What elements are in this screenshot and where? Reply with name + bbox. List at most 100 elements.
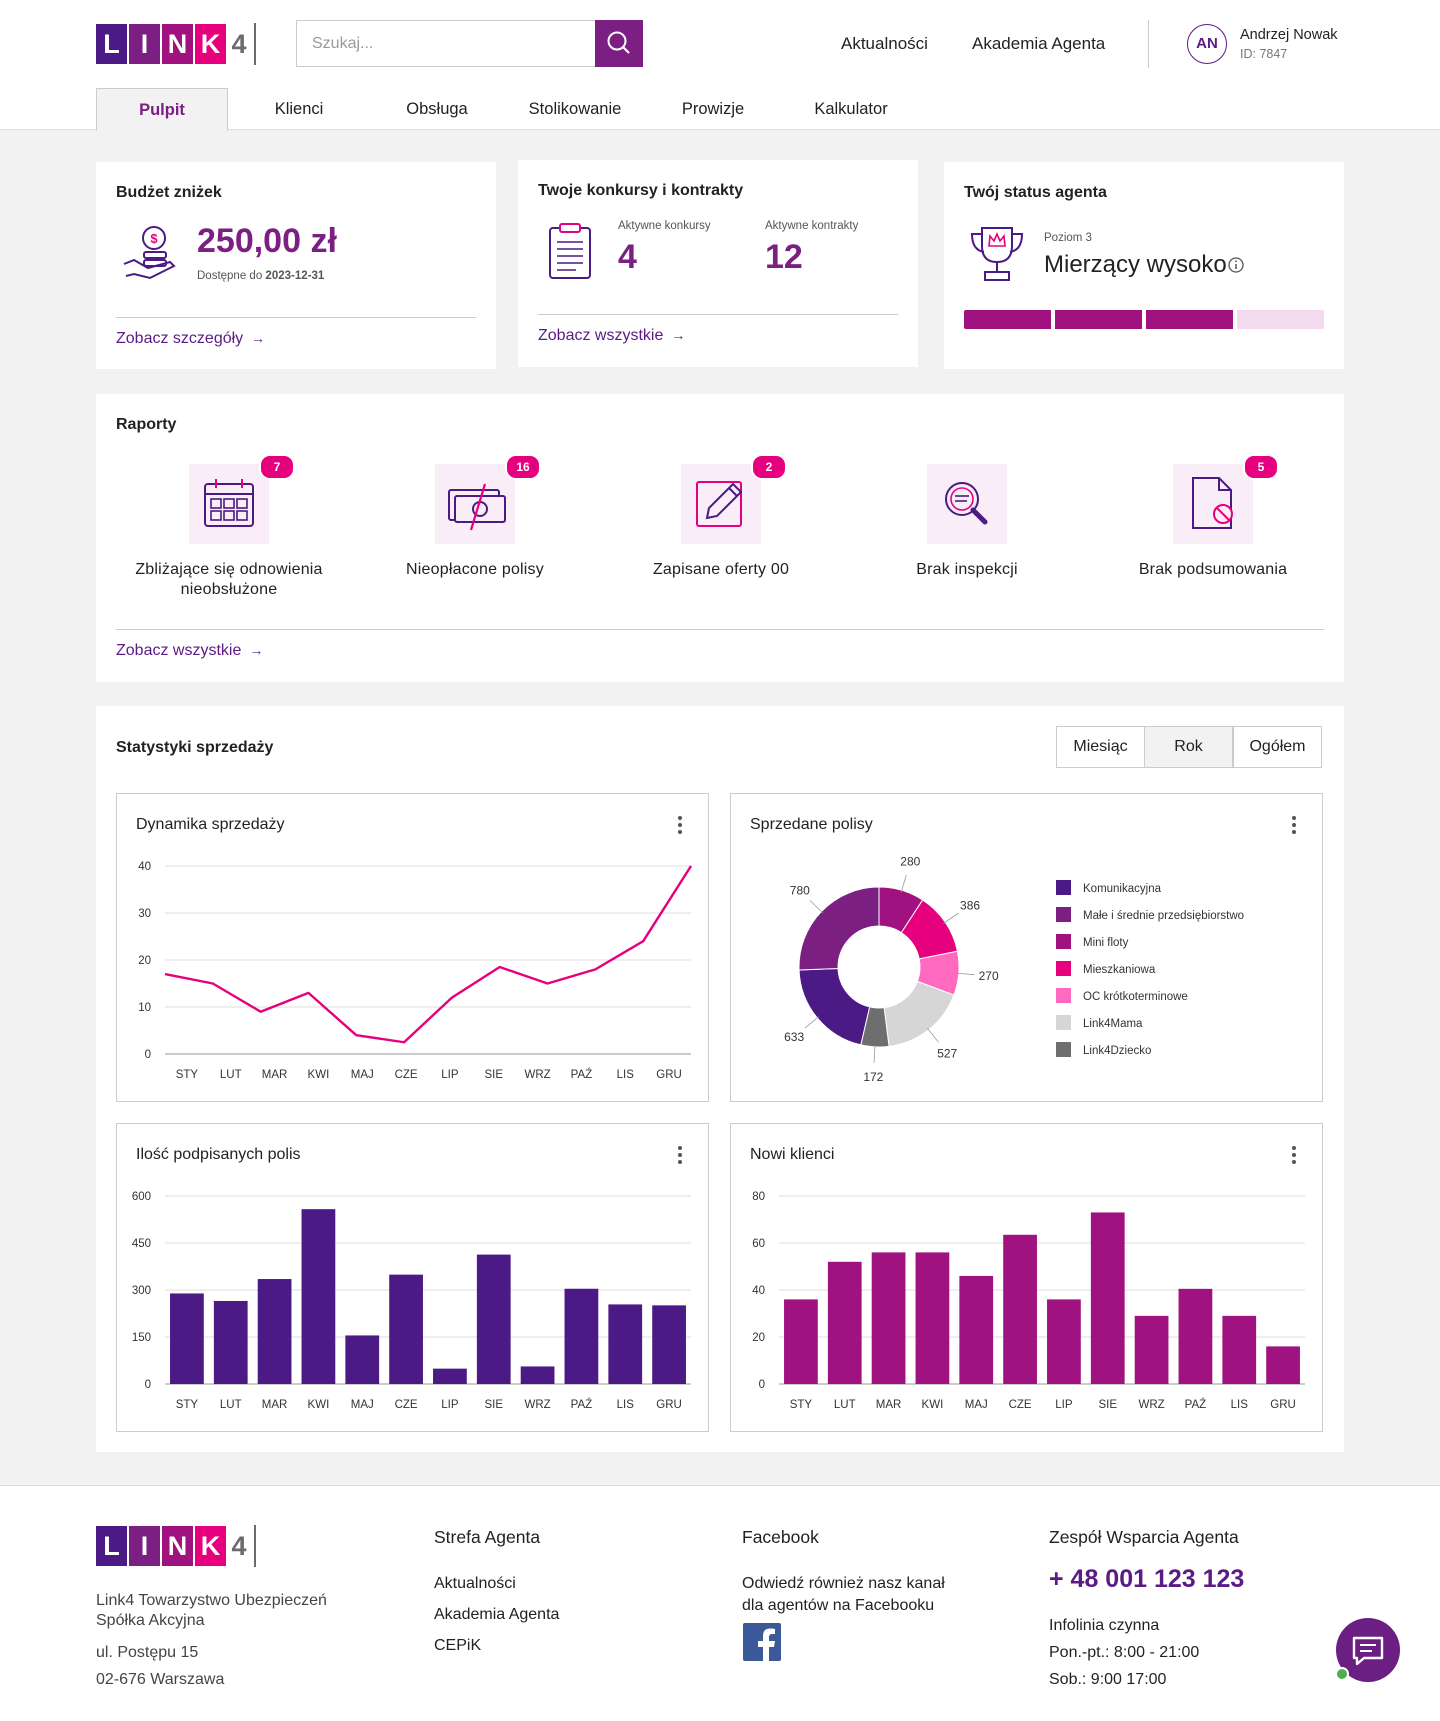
y-tick-label: 450 xyxy=(132,1238,151,1250)
footer-heading: Zespół Wsparcia Agenta xyxy=(1049,1527,1239,1547)
tab[interactable]: Obsługa xyxy=(406,100,468,118)
phone[interactable]: + 48 001 123 123 xyxy=(1049,1565,1245,1593)
leader-line xyxy=(809,900,824,914)
period-button[interactable]: Rok xyxy=(1144,726,1233,768)
menu-dot xyxy=(678,823,682,827)
logo[interactable]: L I N K 4 xyxy=(96,23,258,65)
value-label: 280 xyxy=(900,855,920,869)
y-tick-label: 300 xyxy=(132,1285,151,1297)
money-icon: $ xyxy=(123,226,176,280)
address-line: ul. Postępu 15 xyxy=(96,1644,199,1661)
available-label: Dostępne do xyxy=(197,270,263,282)
stat-value: 4 xyxy=(618,238,637,276)
menu-dot xyxy=(1292,816,1296,820)
chart: Nowi klienci 0 20 40 60 80 STY LUT MAR KWI MAJ CZE L… xyxy=(750,1146,1305,1411)
logo-letter: 4 xyxy=(228,1525,256,1567)
contests-card: Twoje konkursy i kontrakty Aktywne konku… xyxy=(518,160,918,367)
chart-card: Dynamika sprzedaży 0 10 20 30 40 STY LUT MAR KWI M… xyxy=(116,793,709,1102)
address-line: Link4 Towarzystwo Ubezpieczeń Spółka Akc… xyxy=(96,1592,327,1629)
all-link[interactable]: Zobacz wszystkie xyxy=(116,642,263,660)
x-tick-label: LIS xyxy=(1231,1399,1249,1411)
tab[interactable]: Prowizje xyxy=(681,100,745,118)
bar xyxy=(213,1300,248,1384)
x-tick-label: KWI xyxy=(308,1069,330,1081)
y-tick-label: 150 xyxy=(132,1332,151,1344)
x-tick-label: GRU xyxy=(656,1069,682,1081)
tab[interactable]: Klienci xyxy=(274,100,324,118)
x-tick-label: MAR xyxy=(876,1399,902,1411)
footer-link[interactable]: CEPiK xyxy=(434,1637,482,1654)
chart-title: Dynamika sprzedaży xyxy=(136,816,285,833)
period-button[interactable]: Miesiąc xyxy=(1056,726,1145,768)
y-tick-label: 0 xyxy=(145,1049,151,1061)
report-label: Brak podsumowania xyxy=(1138,561,1288,578)
menu-dot xyxy=(1292,1160,1296,1164)
value-label: 172 xyxy=(863,1070,883,1084)
chart-title: Nowi klienci xyxy=(750,1146,834,1163)
x-tick-label: SIE xyxy=(1098,1399,1117,1411)
menu-dot xyxy=(678,830,682,834)
logo[interactable]: L I N K 4 xyxy=(96,1525,258,1567)
x-tick-label: LIS xyxy=(617,1069,635,1081)
details-link[interactable]: Zobacz szczegóły xyxy=(116,330,265,348)
y-tick-label: 30 xyxy=(138,908,151,920)
tab[interactable]: Pulpit xyxy=(96,88,228,131)
y-tick-label: 0 xyxy=(145,1379,151,1391)
search-button[interactable] xyxy=(595,20,643,67)
footer-heading: Strefa Agenta xyxy=(434,1527,541,1547)
report-icon xyxy=(189,464,269,544)
chat-button[interactable] xyxy=(1332,1614,1404,1686)
bar xyxy=(1090,1212,1125,1384)
legend-label: Link4Mama xyxy=(1083,1018,1143,1030)
menu-dot xyxy=(678,1153,682,1157)
footer-link[interactable]: Akademia Agenta xyxy=(434,1606,560,1623)
all-link[interactable]: Zobacz wszystkie xyxy=(538,327,685,345)
x-tick-label: CZE xyxy=(395,1399,418,1411)
y-tick-label: 0 xyxy=(759,1379,765,1391)
search-box[interactable]: Szukaj... xyxy=(296,20,643,67)
nav-link[interactable]: Aktualności xyxy=(841,34,928,53)
bar xyxy=(784,1299,818,1384)
info-icon[interactable] xyxy=(1227,256,1245,274)
bar xyxy=(520,1366,555,1384)
panel-title: Raporty xyxy=(116,416,177,433)
logo-letter: I xyxy=(129,24,160,64)
line xyxy=(164,865,693,1044)
x-tick-label: MAR xyxy=(262,1399,288,1411)
x-tick-label: STY xyxy=(176,1399,199,1411)
x-tick-label: CZE xyxy=(395,1069,418,1081)
bar xyxy=(433,1368,467,1384)
logo-letter: L xyxy=(96,1526,127,1566)
badge: 2 xyxy=(751,454,787,480)
footer: L I N K 4 Link4 Towarzystwo Ubezpieczeń … xyxy=(0,1485,1440,1721)
legend-swatch xyxy=(1056,1015,1071,1030)
menu-dot xyxy=(1292,823,1296,827)
bar xyxy=(1134,1315,1169,1384)
leader-line xyxy=(943,912,959,924)
period-button[interactable]: Ogółem xyxy=(1233,726,1322,768)
svg-text:$: $ xyxy=(150,231,158,246)
leader-line xyxy=(956,972,975,976)
stat-label: Aktywne konkursy xyxy=(618,220,711,232)
tab[interactable]: Kalkulator xyxy=(814,100,888,118)
legend-label: Mieszkaniowa xyxy=(1083,964,1156,976)
logo-letter: N xyxy=(162,24,193,64)
x-tick-label: CZE xyxy=(1009,1399,1032,1411)
progress-segment xyxy=(1055,310,1142,329)
nav-link[interactable]: Akademia Agenta xyxy=(972,34,1106,53)
report-label: Zapisane oferty 00 xyxy=(652,561,790,578)
card-title: Twoje konkursy i kontrakty xyxy=(538,182,744,199)
tab[interactable]: Stolikowanie xyxy=(528,100,622,118)
x-tick-label: KWI xyxy=(922,1399,944,1411)
y-tick-label: 20 xyxy=(752,1332,765,1344)
menu-dot xyxy=(678,816,682,820)
x-tick-label: GRU xyxy=(1270,1399,1296,1411)
chart: Ilość podpisanych polis 0 150 300 450 600 STY L… xyxy=(132,1146,691,1411)
facebook-icon[interactable] xyxy=(743,1623,781,1661)
user-name: Andrzej Nowak xyxy=(1240,27,1338,43)
badge: 5 xyxy=(1243,454,1279,480)
x-tick-label: WRZ xyxy=(524,1069,550,1081)
avatar[interactable]: AN xyxy=(1187,24,1227,64)
report-label: Zbliżające się odnowienia nieobsłużone xyxy=(135,561,323,598)
footer-link[interactable]: Aktualności xyxy=(434,1575,516,1592)
